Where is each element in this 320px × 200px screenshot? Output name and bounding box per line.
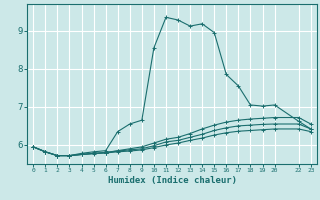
- X-axis label: Humidex (Indice chaleur): Humidex (Indice chaleur): [108, 176, 236, 185]
